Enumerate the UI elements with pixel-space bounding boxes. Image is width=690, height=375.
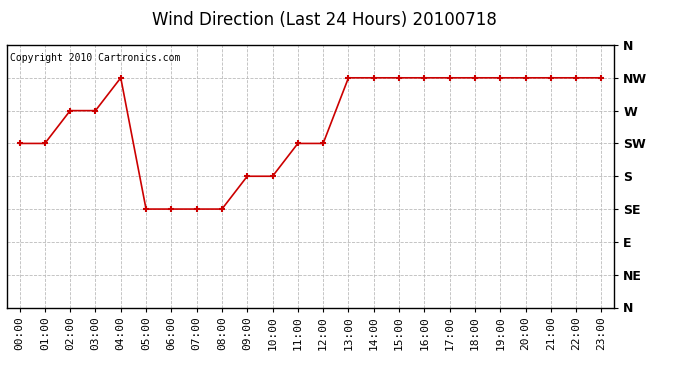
Text: Copyright 2010 Cartronics.com: Copyright 2010 Cartronics.com (10, 53, 180, 63)
Text: Wind Direction (Last 24 Hours) 20100718: Wind Direction (Last 24 Hours) 20100718 (152, 11, 497, 29)
